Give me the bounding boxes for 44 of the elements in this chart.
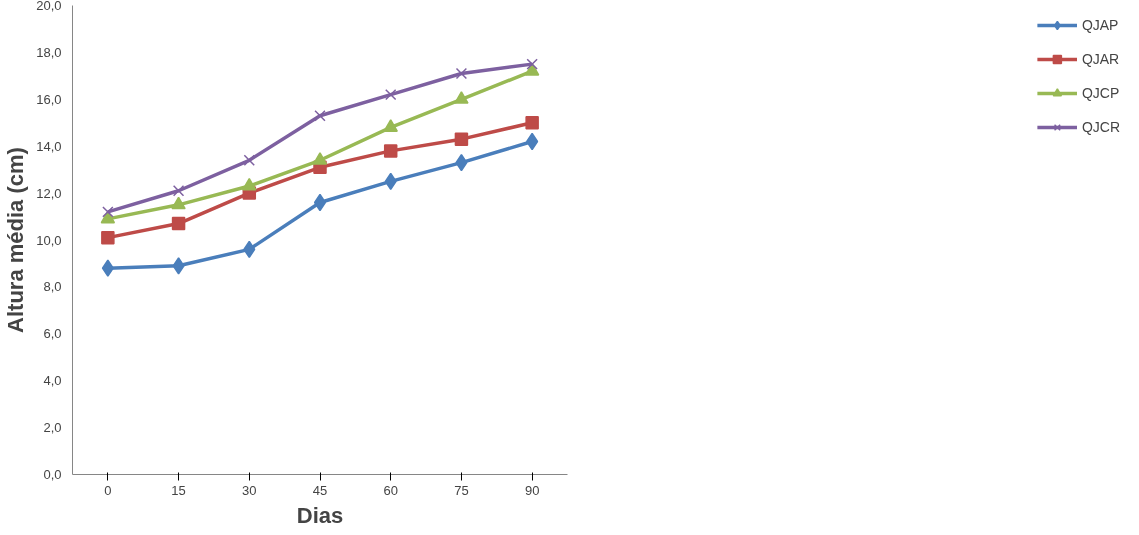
y-tick-label: 2,0 <box>43 420 62 436</box>
y-tick-label: 10,0 <box>36 232 62 248</box>
x-tick-label: 45 <box>312 482 328 498</box>
point <box>102 206 114 218</box>
point <box>171 216 186 231</box>
y-tick-label: 0,0 <box>43 467 62 482</box>
point <box>101 230 115 245</box>
point <box>242 177 257 191</box>
legend-label: QJCP <box>1081 85 1120 101</box>
y-tick-label: 8,0 <box>43 279 62 295</box>
point <box>172 257 185 275</box>
legend-label: QJAR <box>1081 51 1120 67</box>
point <box>172 185 185 197</box>
point <box>525 116 539 130</box>
y-tick-label: 16,0 <box>36 91 62 107</box>
point <box>383 144 398 158</box>
x-tick-label: 30 <box>242 482 257 498</box>
point <box>454 132 469 146</box>
x-tick-label: 15 <box>171 482 186 498</box>
y-tick-label: 14,0 <box>36 138 62 154</box>
point <box>314 110 326 122</box>
point <box>455 67 468 80</box>
point <box>454 91 469 104</box>
point <box>383 119 398 132</box>
x-tick-label: 90 <box>524 482 540 498</box>
x-axis-title: Dias <box>296 502 344 528</box>
y-tick-label: 18,0 <box>36 44 62 60</box>
y-tick-label: 12,0 <box>36 185 62 201</box>
point <box>243 154 255 166</box>
point <box>313 193 327 212</box>
x-tick-label: 75 <box>454 482 469 498</box>
y-axis-title: Altura média (cm) <box>3 147 29 333</box>
x-tick-label: 0 <box>104 482 112 498</box>
legend-label: QJCR <box>1081 119 1120 135</box>
point <box>385 88 397 101</box>
point <box>171 196 186 210</box>
point <box>101 259 114 277</box>
x-tick-label: 60 <box>383 482 398 498</box>
legend-label: QJAP <box>1081 17 1119 33</box>
point <box>526 58 538 70</box>
y-tick-label: 6,0 <box>43 326 62 342</box>
point <box>312 152 328 165</box>
y-tick-label: 20,0 <box>36 0 62 13</box>
y-tick-label: 4,0 <box>43 373 62 389</box>
